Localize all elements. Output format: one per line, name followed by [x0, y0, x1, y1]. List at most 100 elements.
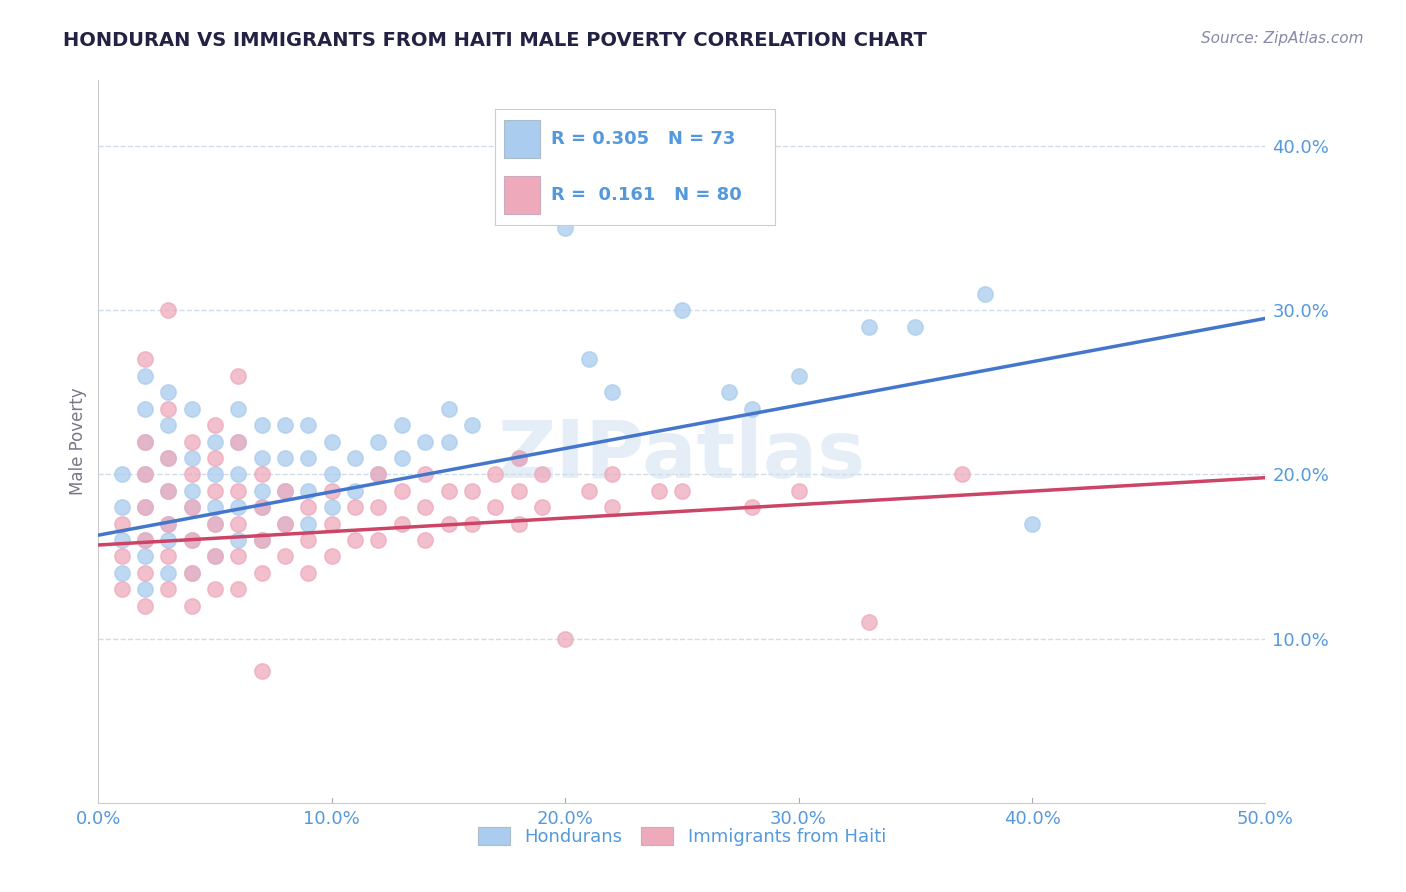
- Point: [250, 533, 273, 547]
- Point: [180, 533, 202, 547]
- Point: [250, 418, 273, 433]
- Point: [508, 450, 530, 465]
- Point: [484, 500, 506, 515]
- Point: [437, 516, 460, 531]
- Point: [367, 434, 389, 449]
- Point: [111, 516, 134, 531]
- Point: [437, 483, 460, 498]
- Point: [461, 516, 484, 531]
- Point: [787, 483, 810, 498]
- Point: [134, 352, 156, 367]
- Point: [391, 516, 413, 531]
- Y-axis label: Male Poverty: Male Poverty: [69, 388, 87, 495]
- Point: [321, 549, 343, 564]
- Point: [180, 434, 202, 449]
- Point: [600, 500, 623, 515]
- Point: [180, 483, 202, 498]
- Point: [228, 401, 250, 416]
- Legend: Hondurans, Immigrants from Haiti: Hondurans, Immigrants from Haiti: [468, 818, 896, 855]
- Point: [134, 467, 156, 482]
- Point: [297, 450, 319, 465]
- Point: [508, 516, 530, 531]
- Point: [228, 533, 250, 547]
- Point: [134, 434, 156, 449]
- Point: [180, 533, 202, 547]
- Point: [180, 566, 202, 580]
- Point: [180, 467, 202, 482]
- Point: [204, 467, 226, 482]
- Point: [134, 368, 156, 383]
- Point: [600, 385, 623, 400]
- Point: [157, 450, 180, 465]
- Point: [134, 599, 156, 613]
- Point: [461, 483, 484, 498]
- Point: [134, 401, 156, 416]
- Point: [344, 500, 367, 515]
- Point: [228, 467, 250, 482]
- Text: ZIPatlas: ZIPatlas: [498, 417, 866, 495]
- Point: [787, 368, 810, 383]
- Point: [180, 450, 202, 465]
- Point: [321, 434, 343, 449]
- Point: [274, 549, 297, 564]
- Point: [157, 582, 180, 597]
- Point: [297, 566, 319, 580]
- Point: [180, 500, 202, 515]
- Point: [367, 533, 389, 547]
- Point: [134, 434, 156, 449]
- Point: [180, 566, 202, 580]
- Point: [157, 303, 180, 318]
- Point: [111, 549, 134, 564]
- Point: [391, 483, 413, 498]
- Point: [508, 450, 530, 465]
- Point: [204, 516, 226, 531]
- Point: [297, 500, 319, 515]
- Point: [204, 549, 226, 564]
- Point: [157, 516, 180, 531]
- Point: [741, 500, 763, 515]
- Point: [437, 401, 460, 416]
- Point: [904, 319, 927, 334]
- Point: [274, 483, 297, 498]
- Point: [321, 483, 343, 498]
- Point: [111, 467, 134, 482]
- Point: [250, 665, 273, 679]
- Point: [858, 615, 880, 630]
- Point: [274, 450, 297, 465]
- Point: [228, 582, 250, 597]
- Point: [250, 500, 273, 515]
- Point: [180, 500, 202, 515]
- Point: [180, 401, 202, 416]
- Point: [111, 566, 134, 580]
- Point: [274, 516, 297, 531]
- Point: [508, 483, 530, 498]
- Point: [950, 467, 973, 482]
- Point: [367, 500, 389, 515]
- Point: [413, 467, 436, 482]
- Point: [413, 434, 436, 449]
- Point: [250, 533, 273, 547]
- Point: [297, 483, 319, 498]
- Point: [274, 516, 297, 531]
- Point: [484, 467, 506, 482]
- Point: [134, 566, 156, 580]
- Point: [228, 516, 250, 531]
- Point: [321, 516, 343, 531]
- Point: [647, 483, 669, 498]
- Point: [134, 500, 156, 515]
- Point: [530, 155, 553, 169]
- Point: [134, 582, 156, 597]
- Point: [111, 533, 134, 547]
- Point: [554, 221, 576, 235]
- Point: [250, 450, 273, 465]
- Point: [204, 450, 226, 465]
- Point: [297, 418, 319, 433]
- Point: [157, 483, 180, 498]
- Point: [157, 450, 180, 465]
- Point: [157, 418, 180, 433]
- Text: Source: ZipAtlas.com: Source: ZipAtlas.com: [1201, 31, 1364, 46]
- Point: [671, 483, 693, 498]
- Point: [250, 566, 273, 580]
- Point: [461, 418, 484, 433]
- Point: [344, 533, 367, 547]
